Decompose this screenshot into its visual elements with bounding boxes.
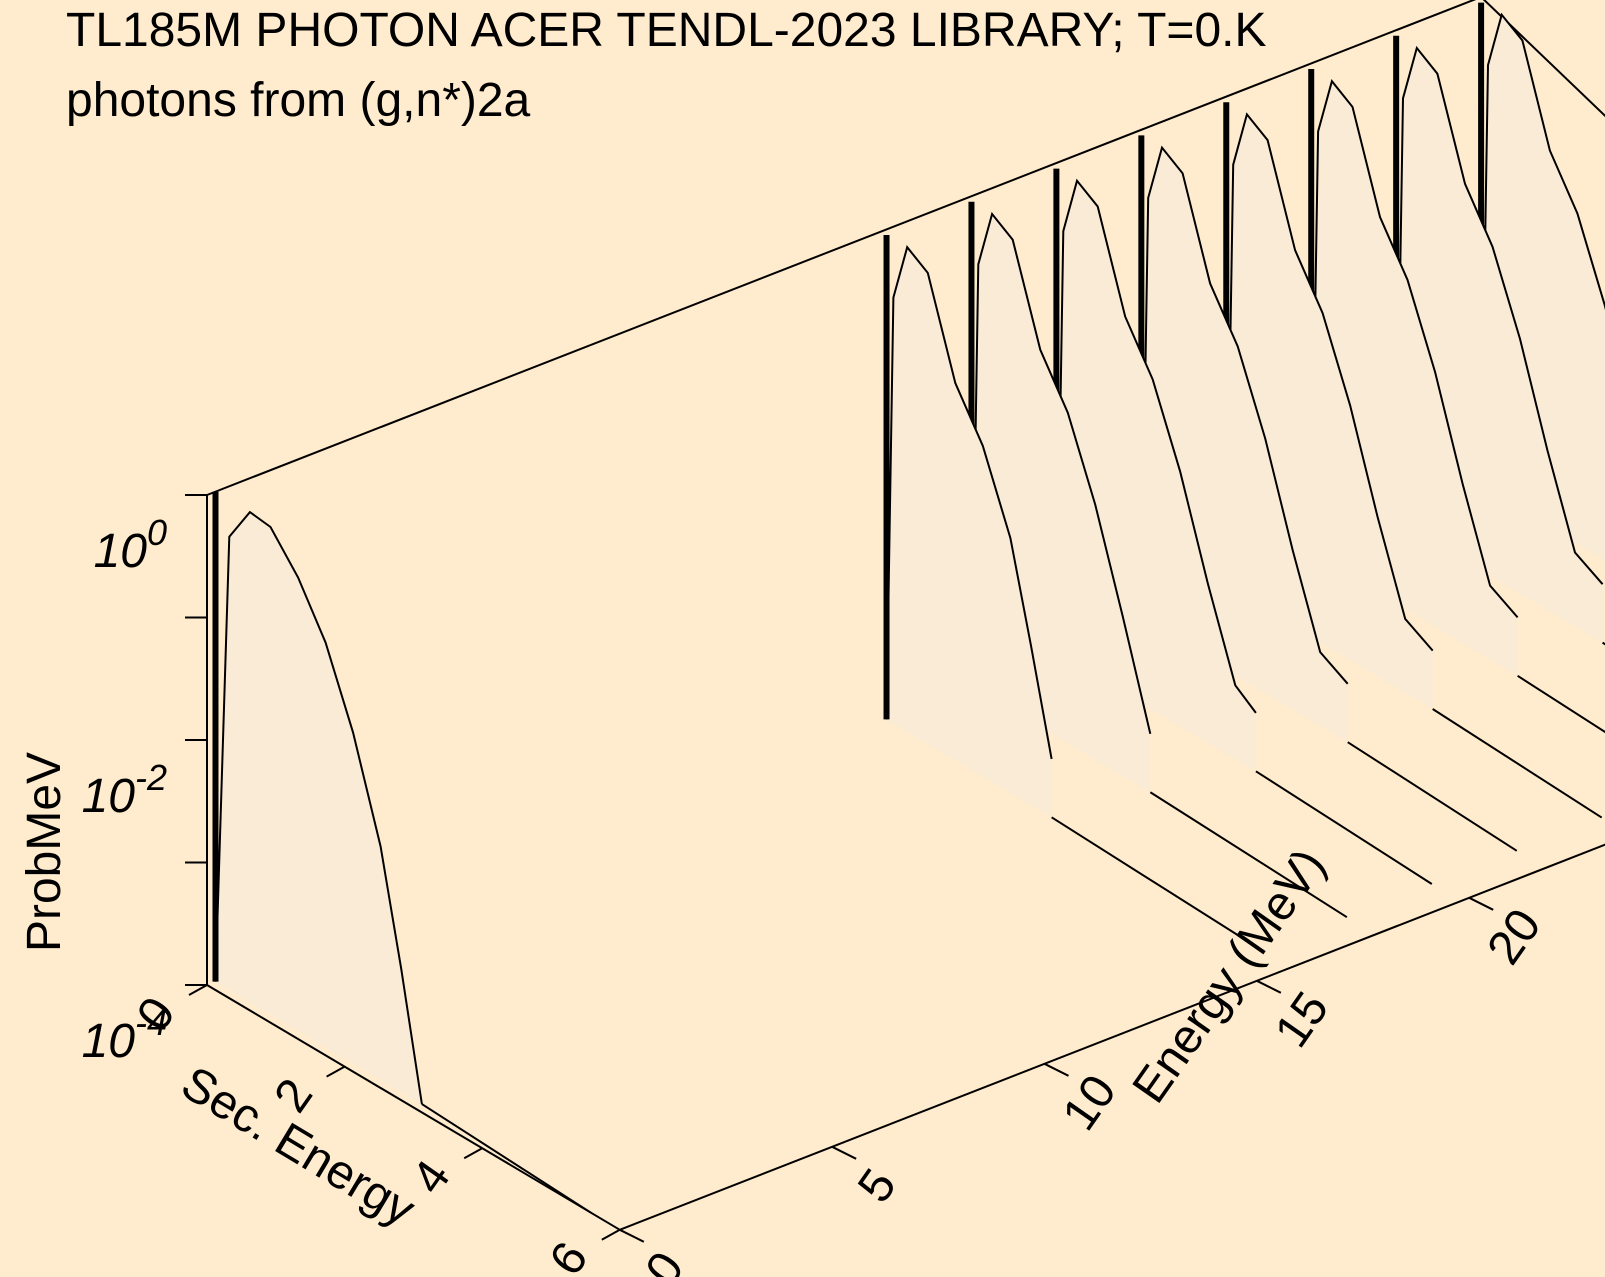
- x-tick: [188, 984, 208, 996]
- y-tick: [1044, 1062, 1069, 1077]
- spectrum-baseline: [1255, 770, 1433, 885]
- z-tick-base: 10: [82, 1015, 136, 1068]
- spectrum-line: [1225, 112, 1434, 652]
- spectrum-baseline: [1051, 816, 1263, 952]
- y-tick: [1468, 896, 1494, 911]
- spectrum-fill: [886, 247, 1052, 818]
- z-tick-label: 100: [94, 512, 167, 578]
- spectrum-line: [1480, 12, 1605, 488]
- spectrum-line: [1055, 178, 1257, 714]
- y-tick: [831, 1145, 857, 1160]
- spectrum-line: [885, 245, 1053, 760]
- spectrum-line: [1140, 145, 1349, 685]
- spectrum-line: [1395, 45, 1604, 585]
- spectrum-line: [970, 211, 1152, 735]
- z-tick-label: 10-4: [82, 1002, 167, 1068]
- x-tick: [601, 1228, 621, 1241]
- spectrum-line: [1310, 79, 1519, 619]
- z-tick-exponent: -2: [135, 757, 167, 798]
- x-tick: [326, 1065, 346, 1078]
- chart-subtitle: photons from (g,n*)2a: [66, 74, 531, 127]
- spectra-slices: [212, 2, 1605, 1214]
- spectrum-baseline: [1347, 741, 1518, 852]
- spectrum-baseline: [1432, 708, 1603, 819]
- spectrum-line: [214, 510, 423, 1105]
- y-tick: [1256, 979, 1282, 994]
- z-axis-label: ProbMeV: [18, 752, 71, 952]
- z-tick-label: 10-2: [82, 757, 167, 823]
- back-top-edge: [206, 0, 1477, 496]
- x-tick: [463, 1147, 483, 1160]
- chart-title: TL185M PHOTON ACER TENDL-2023 LIBRARY; T…: [66, 4, 1267, 57]
- spectrum-baseline: [1149, 791, 1348, 919]
- z-tick-exponent: 0: [147, 512, 167, 553]
- y-tick: [619, 1228, 645, 1243]
- z-tick-exponent: -4: [135, 1002, 167, 1043]
- spectrum-baseline: [421, 1103, 592, 1214]
- x-axis-line: [206, 984, 621, 1231]
- z-tick-base: 10: [94, 525, 148, 578]
- z-tick-base: 10: [82, 770, 136, 823]
- spectrum-baseline: [1517, 674, 1605, 734]
- spectrum-fill: [215, 512, 422, 1105]
